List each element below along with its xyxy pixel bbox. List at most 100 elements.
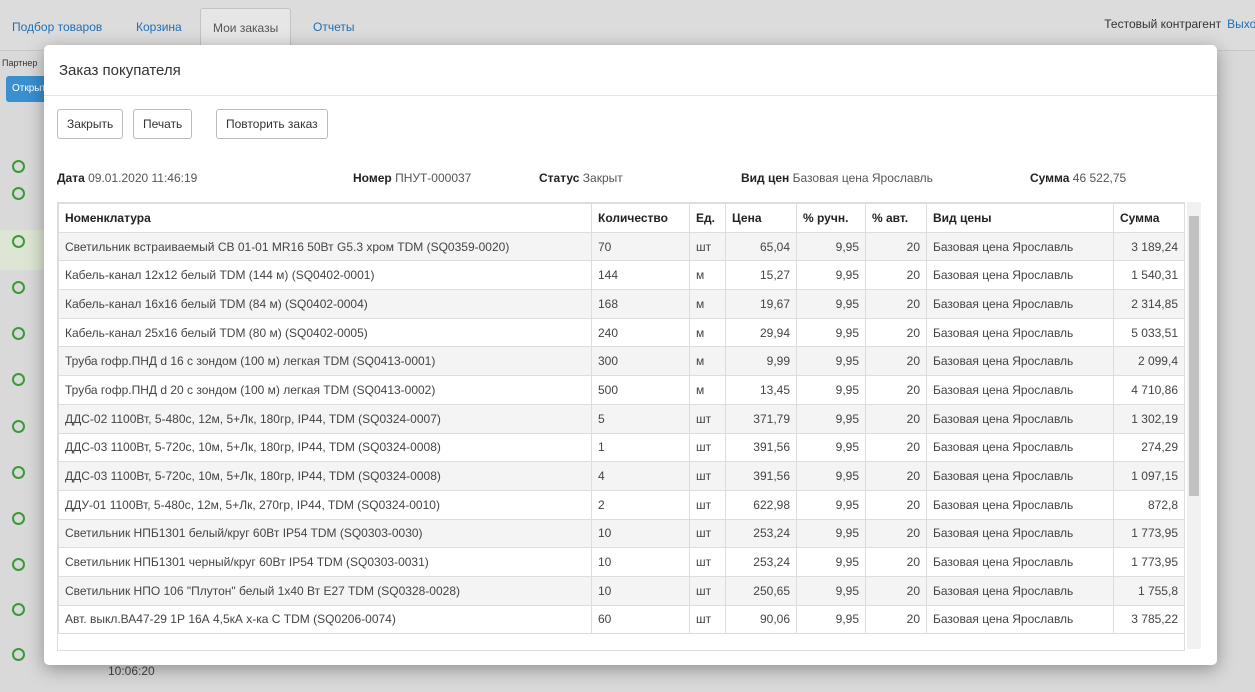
- column-header: Количество: [592, 204, 690, 233]
- table-row[interactable]: Труба гофр.ПНД d 16 с зондом (100 м) лег…: [59, 347, 1185, 376]
- table-row[interactable]: Светильник НПБ1301 белый/круг 60Вт IP54 …: [59, 519, 1185, 548]
- table-cell: 1 755,8: [1114, 576, 1185, 605]
- scroll-thumb[interactable]: [1189, 216, 1199, 496]
- table-cell: Светильник НПО 106 "Плутон" белый 1х40 В…: [59, 576, 592, 605]
- table-cell: 622,98: [726, 490, 797, 519]
- navbar: Тестовый контрагент Выход Подбор товаровК…: [0, 0, 1255, 51]
- status-icon: [12, 420, 25, 433]
- table-cell: Светильник НПБ1301 черный/круг 60Вт IP54…: [59, 548, 592, 577]
- table-cell: 9,95: [797, 232, 866, 261]
- table-cell: 9,95: [797, 404, 866, 433]
- table-cell: м: [690, 376, 726, 405]
- table-cell: 3 189,24: [1114, 232, 1185, 261]
- nav-tab[interactable]: Мои заказы: [200, 8, 291, 48]
- table-cell: Базовая цена Ярославль: [927, 347, 1114, 376]
- table-cell: Авт. выкл.ВА47-29 1Р 16А 4,5кА х-ка С TD…: [59, 605, 592, 634]
- info-label: Сумма: [1030, 171, 1069, 185]
- table-row[interactable]: Кабель-канал 25х16 белый TDM (80 м) (SQ0…: [59, 318, 1185, 347]
- table-cell: 240: [592, 318, 690, 347]
- logout-link[interactable]: Выход: [1227, 17, 1255, 31]
- table-row[interactable]: Светильник НПО 106 "Плутон" белый 1х40 В…: [59, 576, 1185, 605]
- table-cell: 9,95: [797, 462, 866, 491]
- table-cell: 90,06: [726, 605, 797, 634]
- table-cell: Базовая цена Ярославль: [927, 290, 1114, 319]
- table-cell: 20: [866, 347, 927, 376]
- table-cell: шт: [690, 605, 726, 634]
- table-cell: Базовая цена Ярославль: [927, 232, 1114, 261]
- table-cell: 300: [592, 347, 690, 376]
- table-cell: 872,8: [1114, 490, 1185, 519]
- table-row[interactable]: ДДС-03 1100Вт, 5-720с, 10м, 5+Лк, 180гр,…: [59, 462, 1185, 491]
- info-value: Базовая цена Ярославль: [793, 171, 933, 185]
- table-cell: 1 773,95: [1114, 548, 1185, 577]
- table-cell: 9,95: [797, 433, 866, 462]
- table-cell: 1: [592, 433, 690, 462]
- table-cell: Базовая цена Ярославль: [927, 548, 1114, 577]
- table-cell: 20: [866, 261, 927, 290]
- table-body: Светильник встраиваемый СВ 01-01 MR16 50…: [59, 232, 1185, 634]
- info-label: Номер: [353, 171, 392, 185]
- table-cell: 20: [866, 376, 927, 405]
- table-cell: ДДС-03 1100Вт, 5-720с, 10м, 5+Лк, 180гр,…: [59, 462, 592, 491]
- table-cell: 5 033,51: [1114, 318, 1185, 347]
- table-cell: 274,29: [1114, 433, 1185, 462]
- status-icon: [12, 512, 25, 525]
- table-cell: м: [690, 347, 726, 376]
- modal-header: Заказ покупателя: [44, 45, 1217, 96]
- modal-button[interactable]: Повторить заказ: [216, 109, 328, 139]
- table-cell: шт: [690, 576, 726, 605]
- status-icon: [12, 235, 25, 248]
- scrollbar[interactable]: [1187, 202, 1201, 649]
- table-row[interactable]: ДДС-02 1100Вт, 5-480с, 12м, 5+Лк, 180гр,…: [59, 404, 1185, 433]
- info-item: Статус Закрыт: [539, 171, 623, 185]
- table-cell: 9,95: [797, 376, 866, 405]
- partner-label: Партнер: [2, 58, 42, 68]
- modal-button[interactable]: Печать: [133, 109, 192, 139]
- table-cell: Базовая цена Ярославль: [927, 519, 1114, 548]
- table-cell: 391,56: [726, 462, 797, 491]
- table-cell: 9,95: [797, 290, 866, 319]
- table-cell: 250,65: [726, 576, 797, 605]
- table-cell: 29,94: [726, 318, 797, 347]
- table-cell: 13,45: [726, 376, 797, 405]
- table-cell: 2: [592, 490, 690, 519]
- nav-tab[interactable]: Подбор товаров: [0, 8, 114, 48]
- table-row[interactable]: Труба гофр.ПНД d 20 с зондом (100 м) лег…: [59, 376, 1185, 405]
- table-row[interactable]: Светильник НПБ1301 черный/круг 60Вт IP54…: [59, 548, 1185, 577]
- table-cell: 9,95: [797, 548, 866, 577]
- table-row[interactable]: Авт. выкл.ВА47-29 1Р 16А 4,5кА х-ка С TD…: [59, 605, 1185, 634]
- table-wrap: НоменклатураКоличествоЕд.Цена% ручн.% ав…: [57, 202, 1185, 651]
- table-row[interactable]: Кабель-канал 16х16 белый TDM (84 м) (SQ0…: [59, 290, 1185, 319]
- table-row[interactable]: ДДУ-01 1100Вт, 5-480с, 12м, 5+Лк, 270гр,…: [59, 490, 1185, 519]
- table-cell: Базовая цена Ярославль: [927, 433, 1114, 462]
- nav-tab[interactable]: Корзина: [124, 8, 194, 48]
- table-cell: ДДУ-01 1100Вт, 5-480с, 12м, 5+Лк, 270гр,…: [59, 490, 592, 519]
- table-row[interactable]: Кабель-канал 12х12 белый TDM (144 м) (SQ…: [59, 261, 1185, 290]
- table-cell: м: [690, 290, 726, 319]
- table-cell: 60: [592, 605, 690, 634]
- table-cell: 9,95: [797, 519, 866, 548]
- table-row[interactable]: Светильник встраиваемый СВ 01-01 MR16 50…: [59, 232, 1185, 261]
- column-header: Цена: [726, 204, 797, 233]
- modal-button[interactable]: Закрыть: [57, 109, 123, 139]
- table-cell: 1 302,19: [1114, 404, 1185, 433]
- nav-tab[interactable]: Отчеты: [301, 8, 366, 48]
- table-cell: 9,95: [797, 576, 866, 605]
- info-value: 46 522,75: [1073, 171, 1126, 185]
- table-cell: шт: [690, 490, 726, 519]
- status-icon: [12, 648, 25, 661]
- table-cell: 20: [866, 490, 927, 519]
- status-icon: [12, 187, 25, 200]
- open-button[interactable]: Открыть: [6, 76, 44, 102]
- status-icon: [12, 327, 25, 340]
- info-item: Сумма 46 522,75: [1030, 171, 1126, 185]
- info-item: Номер ПНУТ-000037: [353, 171, 471, 185]
- column-header: % ручн.: [797, 204, 866, 233]
- column-header: % авт.: [866, 204, 927, 233]
- user-name: Тестовый контрагент: [1104, 17, 1221, 31]
- table-row[interactable]: ДДС-03 1100Вт, 5-720с, 10м, 5+Лк, 180гр,…: [59, 433, 1185, 462]
- info-item: Дата 09.01.2020 11:46:19: [57, 171, 197, 185]
- table-cell: 10: [592, 519, 690, 548]
- table-cell: Базовая цена Ярославль: [927, 261, 1114, 290]
- table-cell: Труба гофр.ПНД d 20 с зондом (100 м) лег…: [59, 376, 592, 405]
